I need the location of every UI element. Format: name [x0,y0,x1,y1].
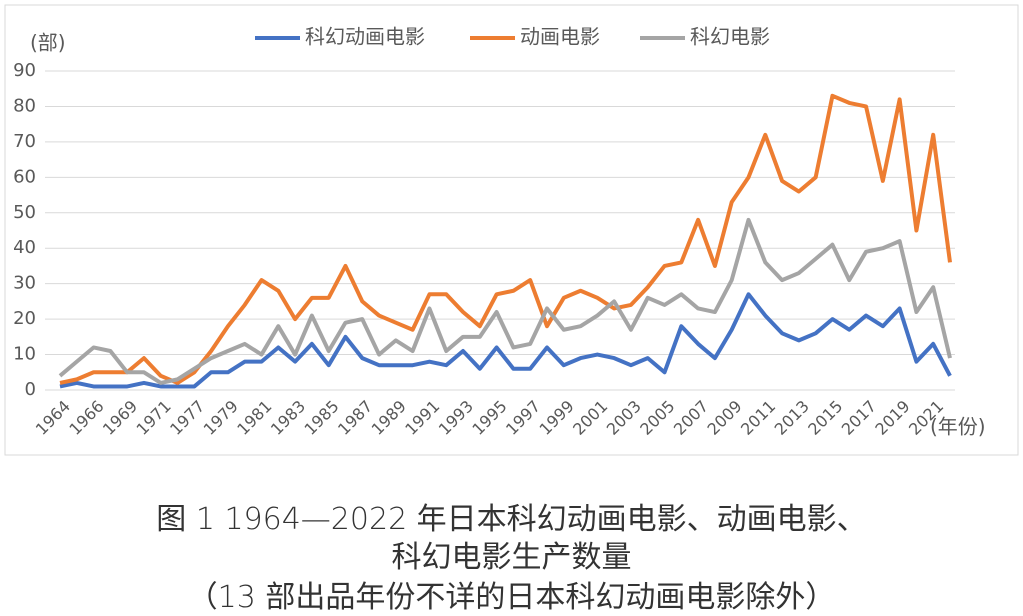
x-axis-label: (年份) [930,415,986,439]
y-tick-label: 20 [13,308,36,329]
y-tick-label: 40 [13,237,36,258]
y-tick-label: 80 [13,95,36,116]
x-tick-label: 1977 [166,397,208,439]
x-tick-label: 2005 [636,397,678,439]
y-tick-label: 30 [13,273,36,294]
x-tick-label: 2003 [603,397,645,439]
x-tick-label: 2007 [670,397,712,439]
x-tick-label: 1991 [401,397,443,439]
x-tick-label: 1969 [99,397,141,439]
legend-label: 动画电影 [520,25,600,49]
series-line [59,93,952,385]
x-tick-label: 1987 [334,397,376,439]
x-tick-label: 1964 [32,397,74,439]
x-tick-label: 2015 [804,397,846,439]
y-tick-label: 60 [13,166,36,187]
chart-border [4,4,1019,456]
x-tick-label: 1995 [468,397,510,439]
x-tick-label: 1993 [435,397,477,439]
caption: （13 部出品年份不详的日本科幻动画电影除外） [187,580,836,615]
x-tick-label: 1985 [300,397,342,439]
x-tick-label: 2001 [569,397,611,439]
x-tick-label: 2013 [771,397,813,439]
x-tick-label: 2017 [838,397,880,439]
x-tick-label: 2019 [871,397,913,439]
x-tick-label: 1966 [65,397,107,439]
x-tick-label: 1999 [536,397,578,439]
x-tick-label: 2009 [703,397,745,439]
x-tick-label: 1979 [200,397,242,439]
series-line [59,292,952,389]
x-tick-label: 1971 [133,397,175,439]
chart: (部) (年份) 0 10 20 30 40 50 60 70 80 90 196419661969… [4,4,1019,456]
y-tick-label: 70 [13,131,36,152]
x-tick-label: 1983 [267,397,309,439]
legend-label: 科幻电影 [690,25,770,49]
legend-label: 科幻动画电影 [305,25,425,49]
x-tick-label: 2011 [737,397,779,439]
caption: 图 1 1964—2022 年日本科幻动画电影、动画电影、 [156,502,867,537]
y-tick-label: 0 [25,379,36,400]
y-tick-label: 50 [13,202,36,223]
y-tick-label: 10 [13,344,36,365]
y-tick-label: 90 [13,60,36,81]
x-tick-label: 1981 [233,397,275,439]
series-line [58,217,952,385]
caption: 科幻电影生产数量 [391,540,632,575]
y-axis-label: (部) [30,31,66,55]
x-tick-label: 1997 [502,397,544,439]
x-tick-label: 1989 [368,397,410,439]
